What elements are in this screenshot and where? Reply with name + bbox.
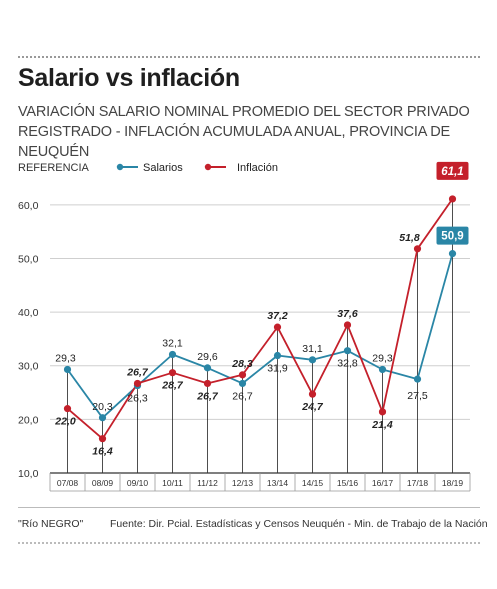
data-point-salarios [448, 250, 457, 258]
x-tick-label: 16/17 [372, 478, 394, 488]
data-point-inflacion [133, 379, 142, 388]
series-lines-layer [66, 198, 454, 440]
data-point-salarios [98, 414, 107, 422]
data-point-inflacion [273, 323, 282, 331]
data-label-salarios: 31,9 [267, 363, 288, 375]
legend-inflacion-marker [204, 163, 212, 171]
bottom-divider [18, 542, 480, 544]
data-point-inflacion [448, 195, 457, 203]
data-label-salarios: 31,1 [302, 343, 323, 355]
data-label-inflacion: 24,7 [301, 401, 324, 413]
data-point-inflacion [343, 321, 352, 329]
legend-title: REFERENCIA [18, 162, 90, 174]
series-line-salarios [66, 253, 454, 419]
data-label-inflacion: 37,2 [267, 310, 288, 322]
chart-title: Salario vs inflación [18, 64, 240, 92]
data-label-salarios: 32,8 [337, 358, 358, 370]
data-label-inflacion: 61,1 [441, 166, 463, 178]
data-label-inflacion: 37,6 [337, 308, 358, 320]
data-point-salarios [238, 379, 247, 388]
data-point-inflacion [378, 408, 387, 416]
x-tick-label: 18/19 [442, 478, 464, 488]
y-tick-label: 30,0 [18, 361, 39, 373]
legend-inflacion-label: Inflación [237, 162, 278, 174]
data-point-salarios [63, 365, 72, 374]
data-label-inflacion: 16,4 [92, 446, 113, 458]
data-point-salarios [413, 375, 422, 383]
data-point-inflacion [308, 390, 317, 398]
chart-subtitle: VARIACIÓN SALARIO NOMINAL PROMEDIO DEL S… [18, 104, 470, 160]
data-label-inflacion: 51,8 [399, 232, 420, 244]
data-label-salarios: 20,3 [92, 401, 113, 413]
data-point-salarios [203, 364, 212, 372]
data-label-inflacion: 28,3 [231, 358, 253, 370]
data-label-salarios: 26,7 [232, 390, 253, 402]
y-tick-label: 40,0 [18, 307, 39, 319]
data-labels-layer: 29,3 20,3 26,3 32,1 29,6 26,7 31,9 31,1 32,8 29,3… [54, 161, 469, 458]
data-label-salarios: 29,3 [55, 352, 76, 364]
data-point-inflacion [63, 405, 72, 413]
footer-divider [18, 507, 480, 508]
data-point-inflacion [168, 369, 177, 377]
series-points-layer [63, 195, 457, 443]
line-chart: 10,0 20,0 30,0 40,0 50,0 60,0 07/08 08/09 09/10 1… [18, 161, 471, 492]
axis-layer: 10,0 20,0 30,0 40,0 50,0 60,0 07/08 08/09 09/10 1… [18, 200, 471, 492]
x-tick-label: 14/15 [302, 478, 324, 488]
data-label-salarios: 29,3 [372, 352, 393, 364]
data-point-salarios [378, 365, 387, 374]
final-value-box-salarios [436, 226, 469, 245]
data-point-inflacion [203, 379, 212, 388]
data-label-salarios: 27,5 [407, 390, 428, 402]
x-tick-label: 15/16 [337, 478, 359, 488]
y-tick-label: 10,0 [18, 468, 39, 480]
x-tick-label: 12/13 [232, 478, 254, 488]
data-label-salarios: 50,9 [441, 231, 463, 243]
grid-layer [50, 204, 470, 420]
data-label-inflacion: 26,7 [196, 390, 219, 402]
legend-salarios-marker [116, 163, 124, 171]
data-label-salarios: 26,3 [127, 393, 148, 405]
y-tick-label: 20,0 [18, 414, 39, 426]
data-label-inflacion: 22,0 [54, 416, 76, 428]
data-point-salarios [343, 347, 352, 355]
x-tick-label: 11/12 [197, 478, 218, 488]
x-tick-label: 08/09 [92, 478, 114, 488]
data-point-inflacion [413, 245, 422, 253]
data-point-salarios [168, 350, 177, 359]
data-point-inflacion [238, 371, 247, 379]
data-point-salarios [273, 351, 282, 360]
data-label-salarios: 29,6 [197, 351, 218, 363]
legend-salarios-label: Salarios [143, 162, 183, 174]
x-tick-label: 17/18 [407, 478, 429, 488]
x-tick-label: 07/08 [57, 478, 79, 488]
y-tick-label: 60,0 [18, 200, 39, 212]
x-tick-label: 13/14 [267, 478, 289, 488]
final-value-box-inflacion [436, 161, 469, 180]
x-tick-label: 10/11 [162, 478, 183, 488]
series-line-inflacion [66, 198, 454, 440]
data-label-salarios: 32,1 [162, 337, 183, 349]
x-tick-label: 09/10 [127, 478, 149, 488]
data-label-inflacion: 28,7 [161, 380, 184, 392]
data-point-salarios [308, 356, 317, 364]
y-tick-label: 50,0 [18, 253, 39, 265]
footer-source: Fuente: Dir. Pcial. Estadísticas y Censo… [110, 518, 488, 530]
drop-lines-layer [67, 198, 453, 473]
data-point-inflacion [98, 435, 107, 443]
legend: REFERENCIA Salarios Inflación [18, 162, 278, 174]
data-label-inflacion: 26,7 [126, 366, 149, 378]
footer-credit: "Río NEGRO" [18, 518, 84, 530]
top-divider [18, 56, 480, 58]
data-label-inflacion: 21,4 [371, 419, 393, 431]
